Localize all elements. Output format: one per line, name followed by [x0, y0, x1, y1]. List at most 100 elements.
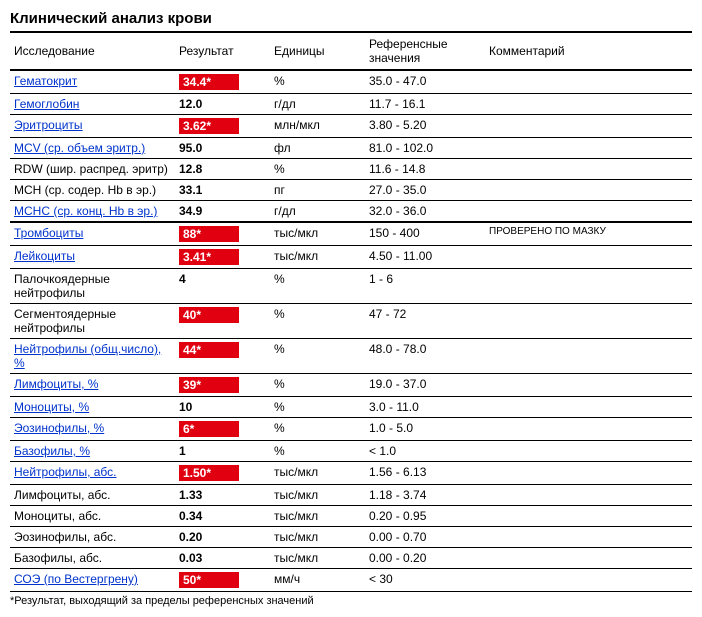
cell-units: тыс/мкл [270, 485, 365, 506]
cell-test-name: Нейтрофилы (общ.число), % [10, 339, 175, 374]
cell-result: 4 [175, 269, 270, 304]
table-row: Базофилы, абс. 0.03 тыс/мкл0.00 - 0.20 [10, 548, 692, 569]
test-name-link[interactable]: MCV (ср. объем эритр.) [14, 141, 145, 155]
cell-reference: 35.0 - 47.0 [365, 70, 485, 94]
cell-reference: 0.00 - 0.70 [365, 527, 485, 548]
cell-reference: 1.18 - 3.74 [365, 485, 485, 506]
cell-comment [485, 527, 692, 548]
test-name-text: RDW (шир. распред. эритр) [14, 162, 168, 176]
cell-reference: 11.7 - 16.1 [365, 94, 485, 115]
test-name-link[interactable]: СОЭ (по Вестергрену) [14, 572, 138, 586]
table-row: МСНС (ср. конц. Hb в эр.)34.9г/дл32.0 - … [10, 201, 692, 223]
cell-comment [485, 246, 692, 269]
cell-reference: < 1.0 [365, 441, 485, 462]
result-value: 0.03 [179, 551, 202, 565]
result-value: 95.0 [179, 141, 202, 155]
cell-reference: 47 - 72 [365, 304, 485, 339]
table-row: Лимфоциты, %39*%19.0 - 37.0 [10, 374, 692, 397]
cell-comment [485, 397, 692, 418]
test-name-link[interactable]: Лейкоциты [14, 249, 75, 263]
cell-reference: 27.0 - 35.0 [365, 180, 485, 201]
test-name-link[interactable]: Гематокрит [14, 74, 77, 88]
table-row: Палочкоядерные нейтрофилы4%1 - 6 [10, 269, 692, 304]
test-name-link[interactable]: Базофилы, % [14, 444, 90, 458]
cell-test-name: MCH (ср. содер. Hb в эр.) [10, 180, 175, 201]
cell-reference: 81.0 - 102.0 [365, 138, 485, 159]
result-flagged: 34.4* [179, 74, 239, 90]
cell-comment [485, 180, 692, 201]
cell-comment [485, 138, 692, 159]
result-value: 1 [179, 444, 186, 458]
cell-result: 34.4* [175, 70, 270, 94]
cell-reference: 0.20 - 0.95 [365, 506, 485, 527]
cell-result: 0.03 [175, 548, 270, 569]
cell-result: 88* [175, 222, 270, 246]
test-name-link[interactable]: Нейтрофилы (общ.число), % [14, 342, 161, 370]
cell-reference: 0.00 - 0.20 [365, 548, 485, 569]
test-name-link[interactable]: Тромбоциты [14, 226, 83, 240]
test-name-link[interactable]: Эозинофилы, % [14, 421, 104, 435]
table-row: Эозинофилы, %6*%1.0 - 5.0 [10, 418, 692, 441]
cell-test-name: Сегментоядерные нейтрофилы [10, 304, 175, 339]
cell-reference: 1 - 6 [365, 269, 485, 304]
table-row: Нейтрофилы (общ.число), %44*%48.0 - 78.0 [10, 339, 692, 374]
cell-units: % [270, 339, 365, 374]
cell-test-name: Базофилы, % [10, 441, 175, 462]
result-value: 10 [179, 400, 192, 414]
table-row: Тромбоциты88*тыс/мкл150 - 400ПРОВЕРЕНО П… [10, 222, 692, 246]
col-header-result: Результат [175, 32, 270, 70]
result-value: 0.34 [179, 509, 202, 523]
cell-comment [485, 569, 692, 592]
table-row: Гемоглобин12.0г/дл11.7 - 16.1 [10, 94, 692, 115]
cell-result: 33.1 [175, 180, 270, 201]
cell-comment [485, 304, 692, 339]
cell-test-name: Эозинофилы, % [10, 418, 175, 441]
cell-units: тыс/мкл [270, 506, 365, 527]
table-row: Эритроциты3.62*млн/мкл3.80 - 5.20 [10, 115, 692, 138]
cell-result: 3.41* [175, 246, 270, 269]
test-name-link[interactable]: Лимфоциты, % [14, 377, 98, 391]
cell-test-name: Гемоглобин [10, 94, 175, 115]
test-name-text: Моноциты, абс. [14, 509, 101, 523]
cell-units: % [270, 397, 365, 418]
cell-result: 6* [175, 418, 270, 441]
cell-reference: 150 - 400 [365, 222, 485, 246]
cell-units: тыс/мкл [270, 548, 365, 569]
cell-result: 40* [175, 304, 270, 339]
cell-comment [485, 94, 692, 115]
test-name-link[interactable]: Моноциты, % [14, 400, 89, 414]
cell-result: 10 [175, 397, 270, 418]
result-flagged: 1.50* [179, 465, 239, 481]
cell-test-name: Моноциты, % [10, 397, 175, 418]
cell-test-name: RDW (шир. распред. эритр) [10, 159, 175, 180]
table-row: RDW (шир. распред. эритр)12.8%11.6 - 14.… [10, 159, 692, 180]
cell-reference: 1.0 - 5.0 [365, 418, 485, 441]
cell-test-name: MCV (ср. объем эритр.) [10, 138, 175, 159]
cell-units: тыс/мкл [270, 527, 365, 548]
table-row: Базофилы, %1%< 1.0 [10, 441, 692, 462]
cell-comment [485, 462, 692, 485]
table-row: MCH (ср. содер. Hb в эр.)33.1пг27.0 - 35… [10, 180, 692, 201]
cell-comment [485, 485, 692, 506]
test-name-link[interactable]: Эритроциты [14, 118, 83, 132]
cell-comment [485, 70, 692, 94]
cell-units: тыс/мкл [270, 462, 365, 485]
cell-test-name: Нейтрофилы, абс. [10, 462, 175, 485]
test-name-link[interactable]: Нейтрофилы, абс. [14, 465, 117, 479]
cell-units: г/дл [270, 94, 365, 115]
test-name-link[interactable]: Гемоглобин [14, 97, 79, 111]
test-name-link[interactable]: МСНС (ср. конц. Hb в эр.) [14, 204, 157, 218]
cell-units: % [270, 159, 365, 180]
cell-comment [485, 506, 692, 527]
cell-reference: 3.80 - 5.20 [365, 115, 485, 138]
cell-units: тыс/мкл [270, 222, 365, 246]
cell-test-name: Базофилы, абс. [10, 548, 175, 569]
cell-result: 1.33 [175, 485, 270, 506]
cell-reference: 3.0 - 11.0 [365, 397, 485, 418]
cell-reference: 48.0 - 78.0 [365, 339, 485, 374]
cell-test-name: МСНС (ср. конц. Hb в эр.) [10, 201, 175, 223]
cell-result: 1 [175, 441, 270, 462]
result-value: 34.9 [179, 204, 202, 218]
cell-test-name: Гематокрит [10, 70, 175, 94]
cell-test-name: Лимфоциты, % [10, 374, 175, 397]
